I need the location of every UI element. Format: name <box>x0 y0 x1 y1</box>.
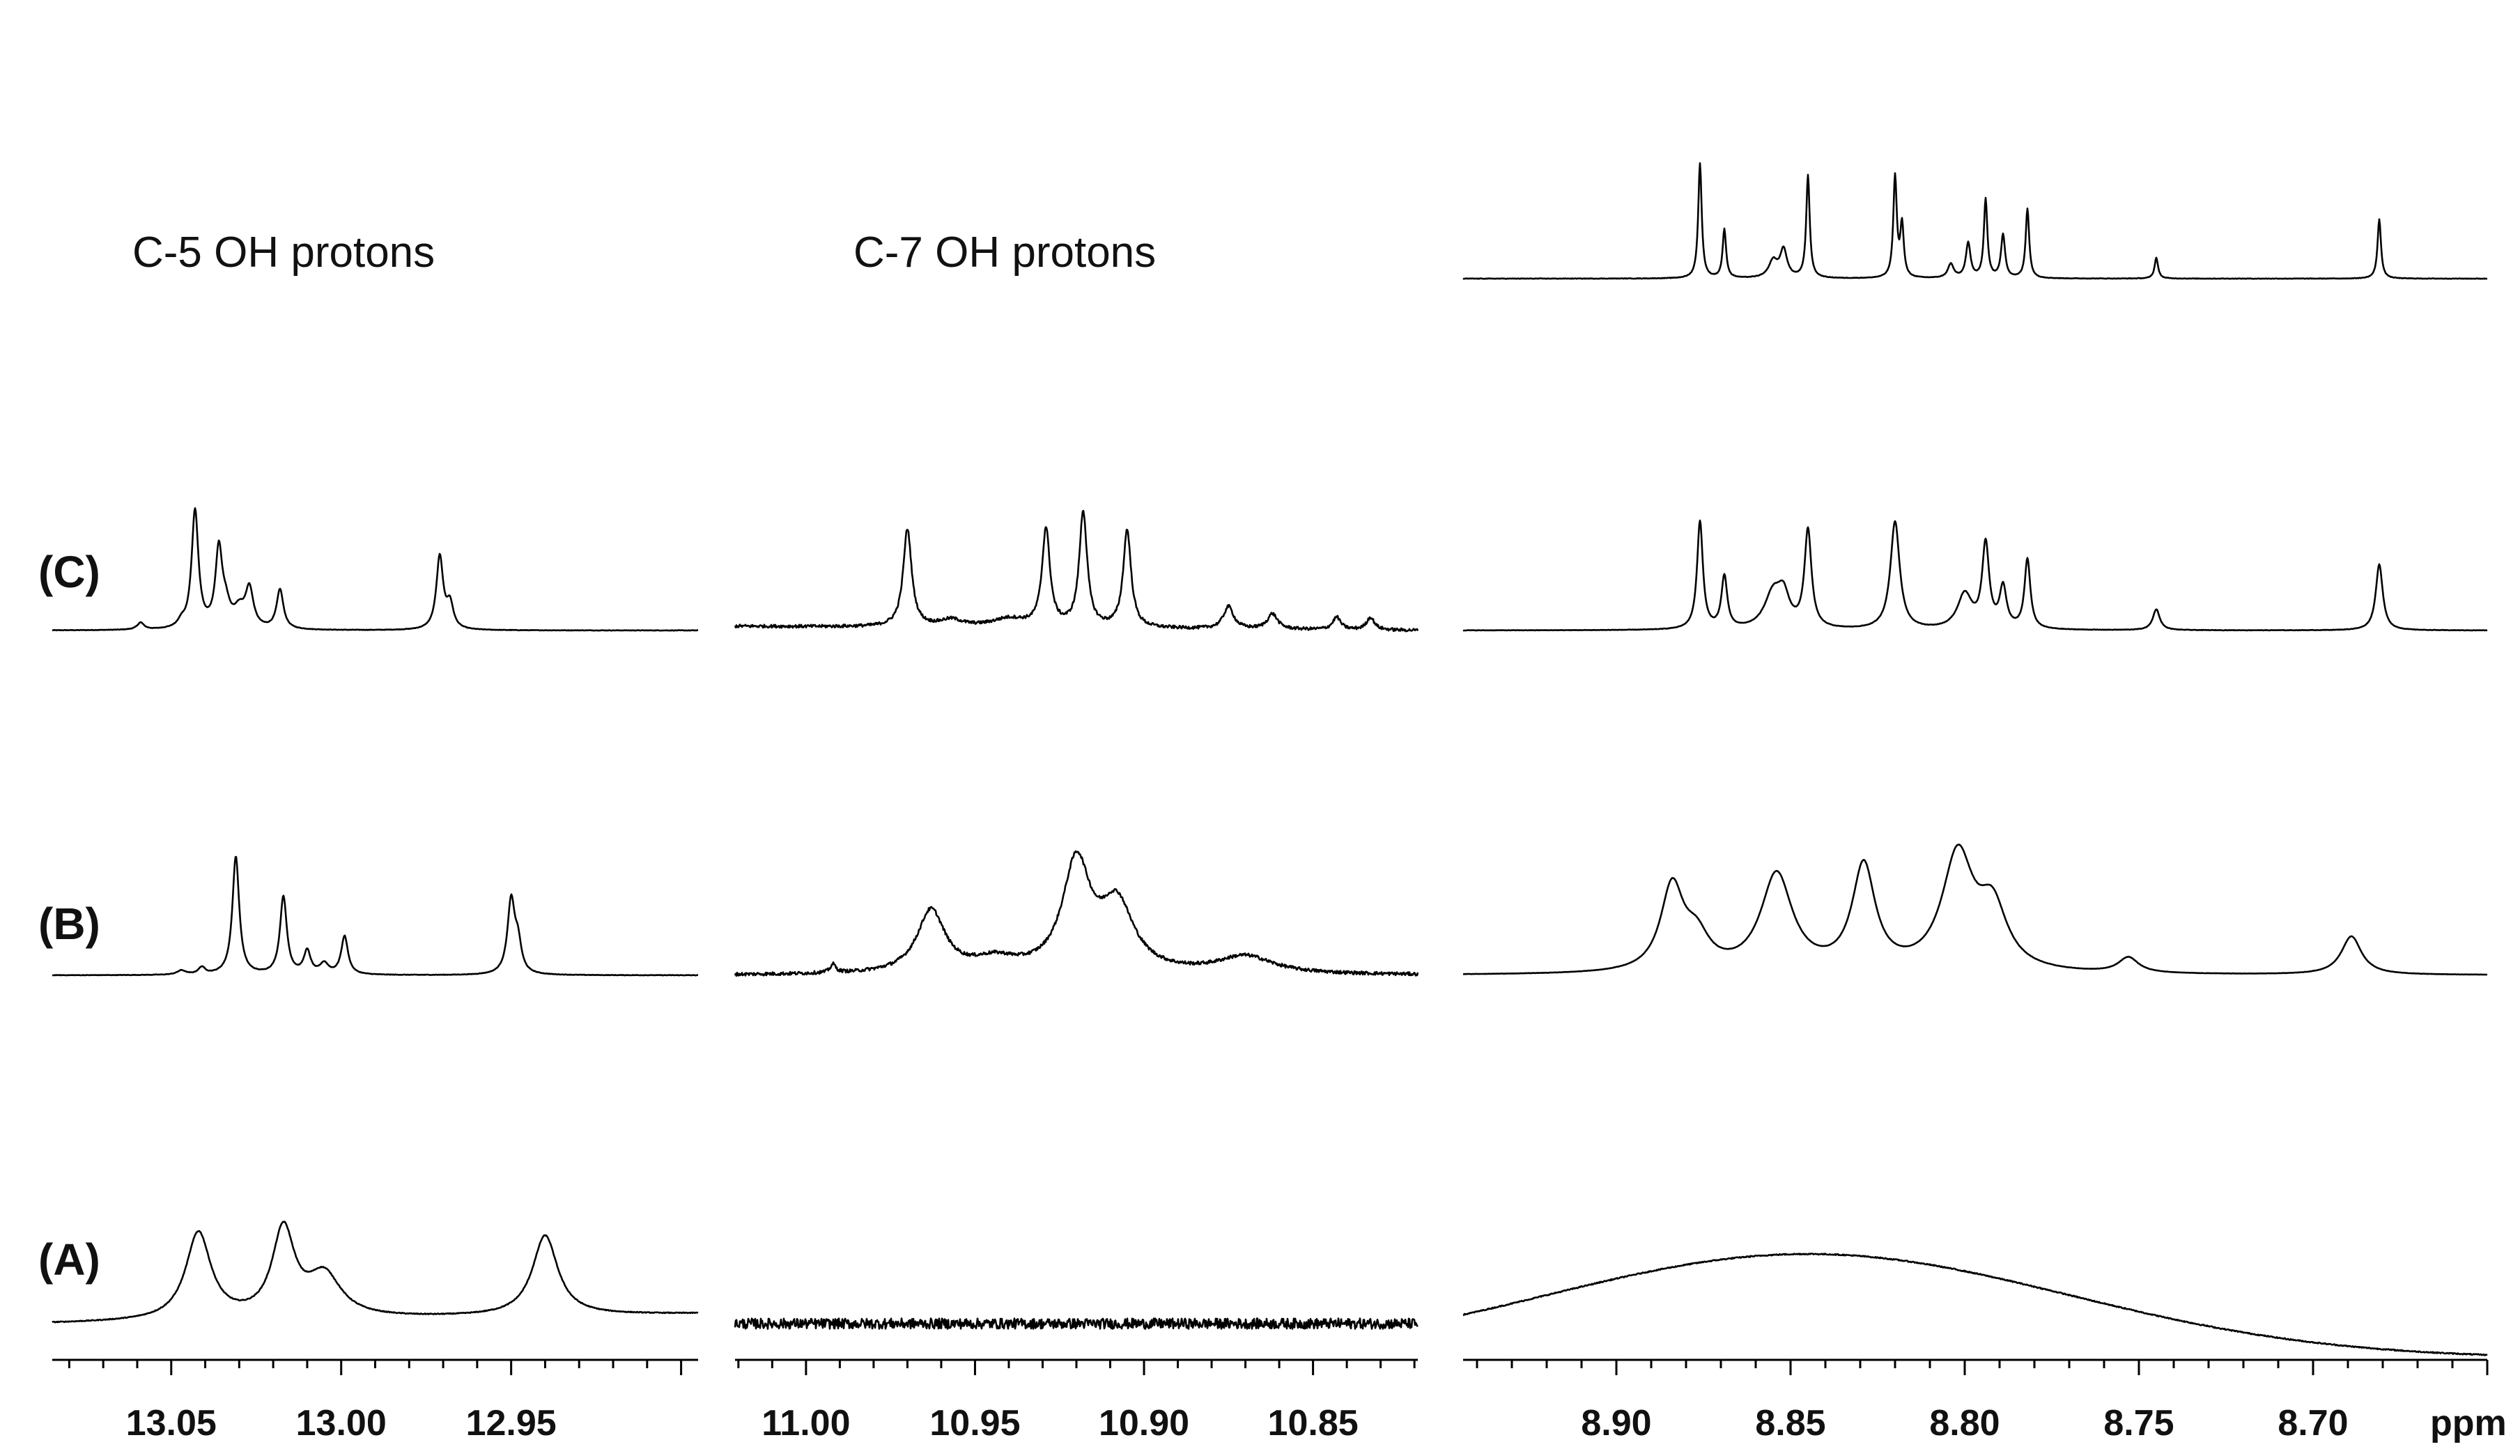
panel-title-c7: C-7 OH protons <box>853 229 1156 277</box>
x-tick-label: 10.85 <box>1268 1403 1359 1443</box>
x-tick-label: 10.95 <box>929 1403 1020 1443</box>
x-tick-label: 8.90 <box>1581 1403 1651 1443</box>
spectrum-c7-b <box>734 850 1419 977</box>
spectrum-c5-a <box>52 1221 699 1324</box>
spectrum-ar-c <box>1462 519 2488 632</box>
x-tick-label: 11.00 <box>762 1403 850 1443</box>
spectrum-ar-a <box>1462 1253 2488 1356</box>
row-label-c: (C) <box>38 547 100 597</box>
x-tick-label: 8.80 <box>1929 1403 2000 1443</box>
x-tick-label: 10.90 <box>1099 1403 1189 1443</box>
x-tick-label: 8.85 <box>1755 1403 1825 1443</box>
spectrum-ar-top <box>1462 162 2488 280</box>
spectrum-ar-b <box>1462 844 2488 976</box>
x-tick-label: 13.00 <box>296 1403 387 1443</box>
row-label-a: (A) <box>38 1234 100 1285</box>
x-tick-label: 12.95 <box>466 1403 557 1443</box>
spectrum-c5-b <box>52 855 699 977</box>
spectrum-c7-a <box>734 1317 1419 1330</box>
x-tick-label: 8.75 <box>2103 1403 2174 1443</box>
x-tick-label: 13.05 <box>126 1403 217 1443</box>
row-label-b: (B) <box>38 899 100 949</box>
panel-title-c5: C-5 OH protons <box>132 229 435 277</box>
spectrum-c7-c <box>734 509 1419 633</box>
spectra-layer <box>52 162 2488 1356</box>
axes-layer: 13.05 13.00 12.95 11.00 10.95 10.90 10.85 8.90 8… <box>52 1358 2489 1443</box>
x-tick-label: 8.70 <box>2278 1403 2348 1443</box>
x-unit-label: ppm <box>2430 1403 2507 1443</box>
spectrum-c5-c <box>52 507 699 632</box>
